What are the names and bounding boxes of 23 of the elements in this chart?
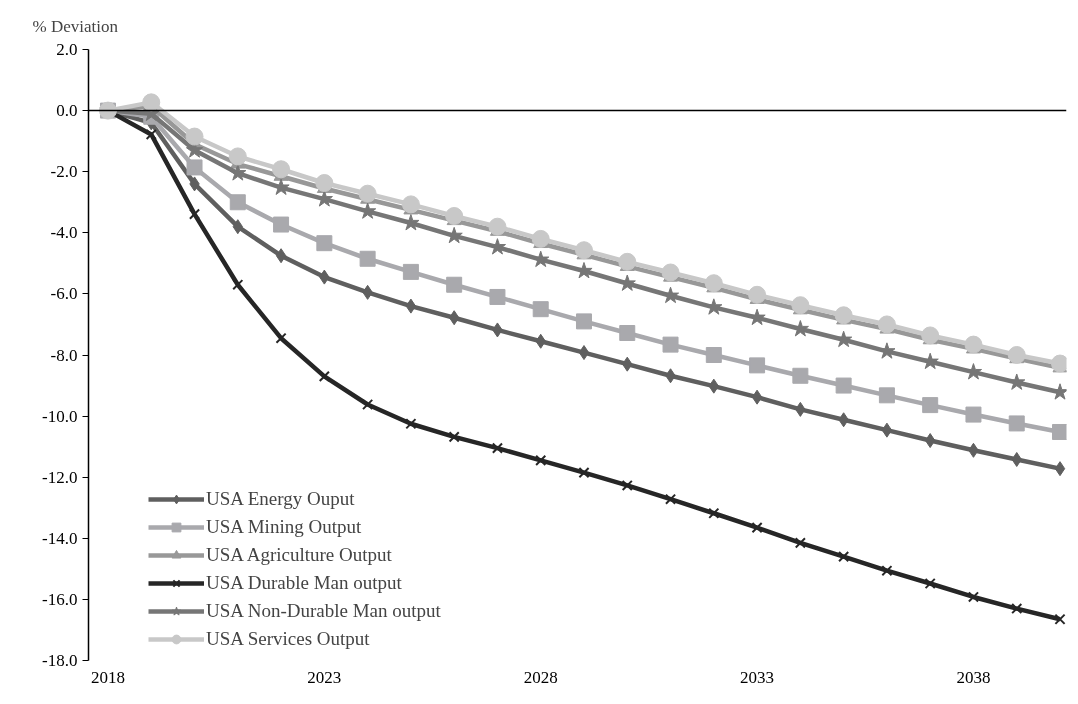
x-tick-label: 2033 (740, 667, 775, 687)
legend-label: USA Non-Durable Man output (206, 600, 441, 622)
legend-label: USA Energy Ouput (206, 488, 355, 510)
y-tick-label: -6.0 (50, 284, 78, 304)
legend-label: USA Mining Output (206, 516, 362, 538)
y-tick-label: 0.0 (56, 101, 78, 121)
y-tick-label: -18.0 (42, 651, 78, 670)
y-tick-label: -8.0 (50, 345, 78, 365)
x-tick-label: 2023 (307, 667, 342, 687)
y-tick-label: -14.0 (42, 528, 78, 548)
legend-label: USA Services Output (206, 628, 370, 650)
x-tick-label: 2038 (956, 667, 991, 687)
y-tick-label: 2.0 (56, 40, 78, 59)
x-tick-label: 2028 (523, 667, 558, 687)
legend-label: USA Agriculture Output (206, 544, 392, 566)
y-tick-label: -10.0 (42, 406, 78, 426)
y-tick-label: -12.0 (42, 467, 78, 487)
y-tick-label: -16.0 (42, 589, 78, 609)
legend-label: USA Durable Man output (206, 572, 402, 594)
y-tick-label: -2.0 (50, 162, 78, 182)
x-tick-label: 2018 (90, 667, 125, 687)
y-tick-label: -4.0 (50, 223, 78, 243)
y-axis-title: % Deviation (32, 16, 119, 36)
